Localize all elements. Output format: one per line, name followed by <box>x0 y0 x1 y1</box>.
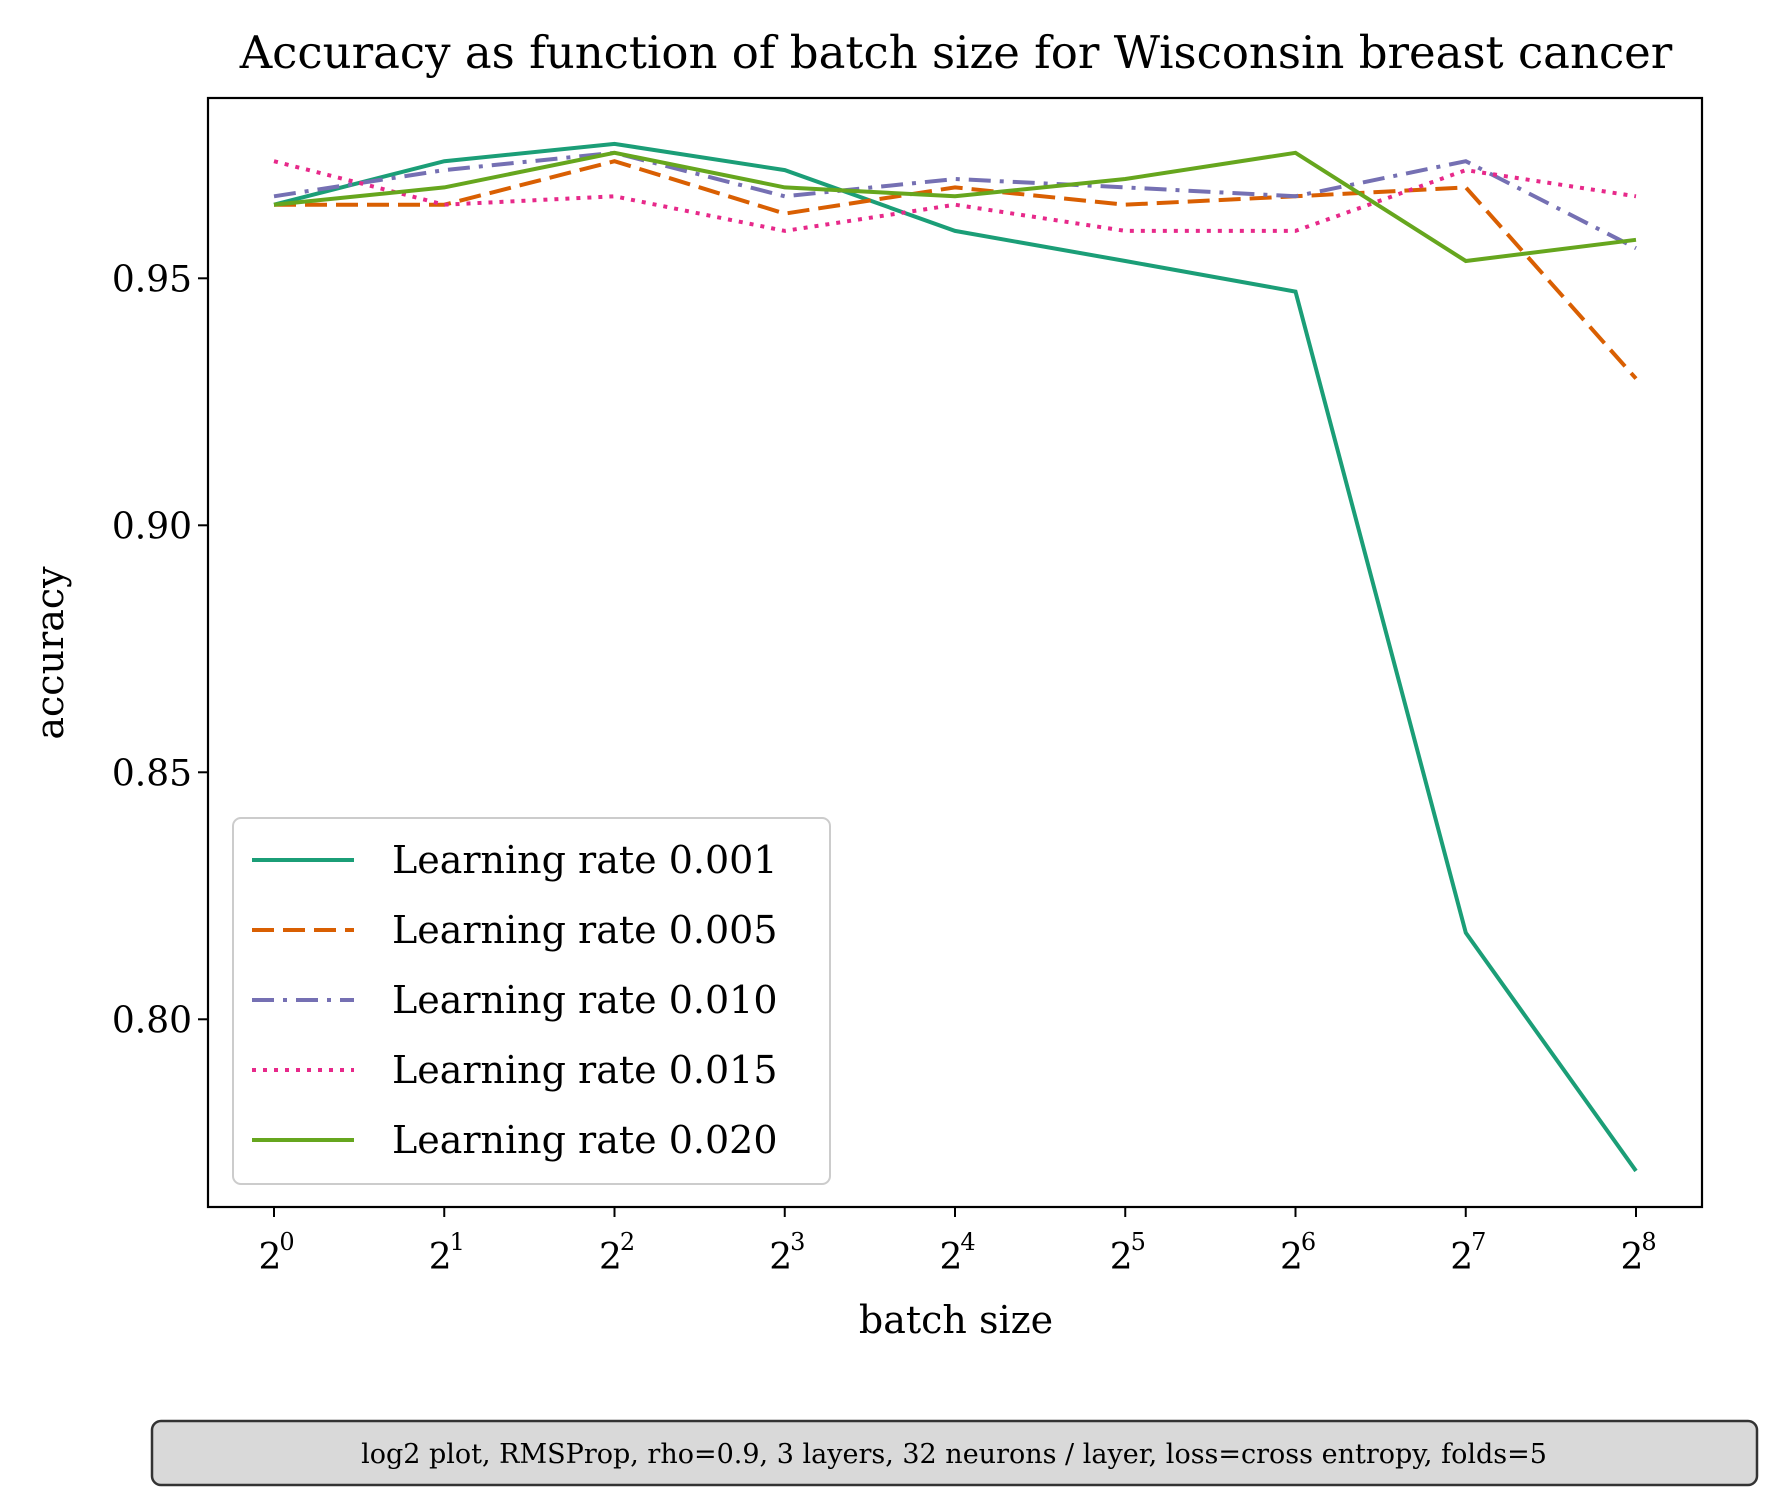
x-tick-exponent: 5 <box>1131 1228 1146 1256</box>
chart-title: Accuracy as function of batch size for W… <box>239 26 1673 79</box>
x-tick-exponent: 1 <box>450 1228 465 1256</box>
series-line-5 <box>273 150 1637 264</box>
x-tick-exponent: 7 <box>1471 1228 1486 1256</box>
series-line-3 <box>273 150 1637 250</box>
x-tick-label: 22 <box>599 1228 635 1278</box>
x-axis-label: batch size <box>859 1298 1053 1342</box>
x-tick-exponent: 3 <box>790 1228 805 1256</box>
x-tick-label: 20 <box>259 1228 295 1278</box>
legend-label: Learning rate 0.015 <box>392 1048 778 1092</box>
x-tick-base: 2 <box>940 1237 963 1278</box>
y-tick-label: 0.85 <box>112 753 192 794</box>
y-tick-label: 0.80 <box>112 1000 192 1041</box>
settings-note-box <box>150 1419 1759 1487</box>
x-tick-exponent: 8 <box>1641 1228 1656 1256</box>
x-tick-label: 26 <box>1280 1228 1316 1278</box>
x-tick-label: 23 <box>769 1228 805 1278</box>
series-lines <box>273 141 1638 1173</box>
series-line-1 <box>273 141 1638 1173</box>
x-tick-exponent: 0 <box>279 1228 294 1256</box>
x-axis: 20 21 22 23 24 25 26 27 28 <box>259 1207 1657 1278</box>
x-tick-base: 2 <box>259 1237 282 1278</box>
settings-note-text: log2 plot, RMSProp, rho=0.9, 3 layers, 3… <box>361 1439 1547 1470</box>
legend-box <box>232 817 831 1185</box>
y-axis-label: accuracy <box>28 566 72 740</box>
legend-label: Learning rate 0.001 <box>392 838 778 882</box>
y-axis: 0.80 0.85 0.90 0.95 <box>112 259 208 1041</box>
y-tick-label: 0.90 <box>112 506 192 547</box>
x-tick-exponent: 4 <box>960 1228 975 1256</box>
x-tick-base: 2 <box>1450 1237 1473 1278</box>
x-tick-label: 21 <box>429 1228 465 1278</box>
x-tick-label: 27 <box>1450 1228 1486 1278</box>
x-tick-label: 28 <box>1621 1228 1657 1278</box>
legend-label: Learning rate 0.020 <box>392 1118 778 1162</box>
x-tick-label: 25 <box>1110 1228 1146 1278</box>
x-tick-base: 2 <box>1280 1237 1303 1278</box>
settings-note: log2 plot, RMSProp, rho=0.9, 3 layers, 3… <box>150 1419 1759 1487</box>
x-tick-label: 24 <box>940 1228 976 1278</box>
x-tick-exponent: 6 <box>1301 1228 1316 1256</box>
y-tick-label: 0.95 <box>112 259 192 300</box>
x-tick-exponent: 2 <box>620 1228 635 1256</box>
x-tick-base: 2 <box>599 1237 622 1278</box>
x-tick-base: 2 <box>1110 1237 1133 1278</box>
legend-label: Learning rate 0.005 <box>392 908 778 952</box>
legend: Learning rate 0.001 Learning rate 0.005 Le… <box>232 817 831 1185</box>
x-tick-base: 2 <box>769 1237 792 1278</box>
x-tick-base: 2 <box>429 1237 452 1278</box>
x-tick-base: 2 <box>1621 1237 1644 1278</box>
legend-label: Learning rate 0.010 <box>392 978 778 1022</box>
series-line-4 <box>273 159 1637 233</box>
